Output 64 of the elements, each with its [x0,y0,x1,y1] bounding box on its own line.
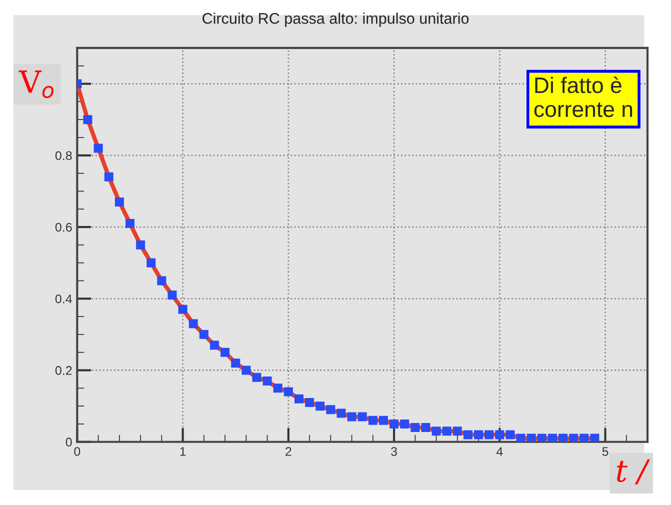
point [146,258,156,268]
point [432,426,441,436]
point [188,319,198,328]
x-tick-label: 1 [180,447,186,456]
point [83,115,92,124]
point [368,416,378,425]
point [294,394,304,404]
point [358,412,367,422]
point [220,348,230,357]
point [474,430,484,440]
y-tick-label: 0.8 [55,151,72,160]
point [114,197,124,206]
y-tick-label: 0.6 [55,222,72,232]
point [94,144,103,153]
point [410,423,420,432]
point [210,340,219,350]
point [336,408,346,418]
point [421,423,430,432]
y-axis-title: V$_{o}$ [18,70,54,98]
point [273,384,282,393]
point [178,304,188,314]
point [548,434,557,442]
point [506,430,515,440]
point [558,434,568,442]
point [284,387,293,396]
point [252,372,262,382]
point [157,276,166,286]
point [516,434,526,442]
y-tick-label: 0.2 [55,366,72,375]
point [168,290,177,300]
x-axis-title: t / [616,459,650,484]
x-tick-label: 4 [496,447,503,456]
x-tick-label: 5 [602,447,608,456]
y-tick-label: 0.4 [55,294,72,304]
point [305,398,314,407]
point [537,434,546,442]
point [495,430,504,440]
point [526,434,536,442]
point [580,434,589,442]
point [569,434,578,442]
point [463,430,472,440]
point [590,434,600,442]
point [378,416,388,425]
point [125,218,134,228]
point [400,419,410,428]
point [199,330,208,339]
x-tick-label: 3 [391,447,397,456]
point [262,376,272,386]
y-tick-label: 0 [66,438,72,447]
annotation: Di fatto è corrente n [534,76,632,118]
point [390,419,399,428]
point [484,430,494,440]
point [452,426,462,436]
point [231,358,240,368]
x-tick-label: 2 [286,447,292,456]
point [136,240,146,250]
point [347,412,356,422]
chart-title: Circuito RC passa alto: impulso unitario [202,12,469,27]
point [326,405,336,414]
point [316,402,325,411]
point [442,426,452,436]
x-tick-label: 0 [74,447,80,456]
point [242,366,251,375]
point [104,172,114,182]
